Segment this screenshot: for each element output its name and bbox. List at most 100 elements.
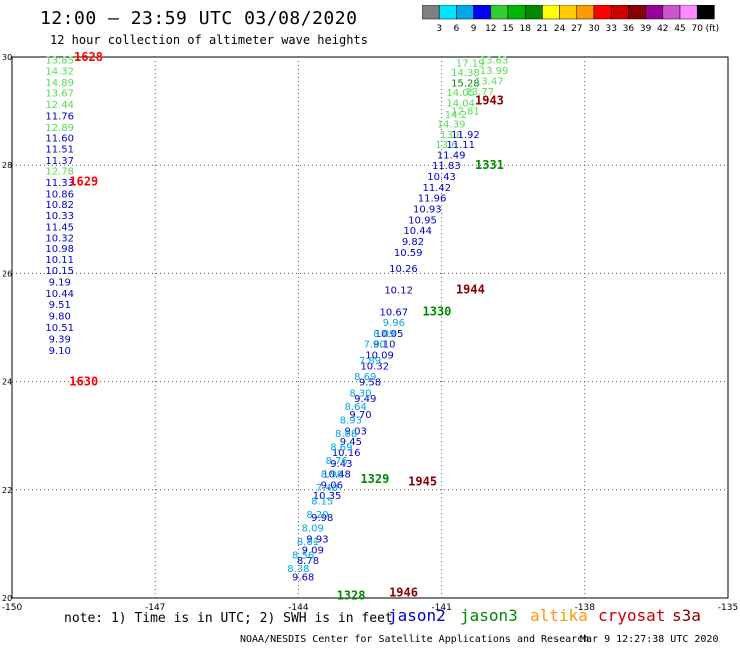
data-point-label: 10.11: [45, 255, 74, 266]
data-point-label: 8.69: [354, 372, 376, 383]
data-point-label: 14.32: [45, 67, 74, 78]
data-point-label: 9.10: [49, 346, 71, 357]
x-tick-label: -144: [288, 603, 309, 613]
legend-jason2: jason2: [388, 606, 446, 625]
pass-time-annotation: 1629: [69, 174, 98, 188]
data-point-label: 9.70: [349, 410, 371, 421]
colorbar-tick-label: 70: [691, 24, 703, 34]
data-point-label: 7.40: [316, 483, 338, 494]
colorbar-unit-label: (ft): [706, 24, 720, 34]
data-point-label: 9.39: [49, 334, 71, 345]
data-point-label: 9.03: [345, 426, 367, 437]
x-tick-label: -150: [2, 603, 23, 613]
data-point-label: 9.19: [49, 278, 71, 289]
data-point-label: 11.11: [446, 140, 475, 151]
colorbar-tick-label: 30: [588, 24, 600, 34]
data-point-label: 10.12: [384, 286, 413, 297]
data-point-label: 11.45: [45, 222, 74, 233]
data-point-label: 8.64: [345, 402, 367, 413]
data-point-label: 10.16: [332, 448, 361, 459]
colorbar-tick-label: 24: [554, 24, 566, 34]
x-tick-label: -135: [718, 603, 738, 613]
pass-time-annotation: 1628: [74, 50, 103, 64]
data-point-label: 14.05: [446, 88, 475, 99]
pass-time-annotation: 1331: [475, 158, 504, 172]
data-point-label: 10.48: [322, 470, 351, 481]
footer-organization: NOAA/NESDIS Center for Satellite Applica…: [240, 634, 590, 645]
data-point-label: 10.86: [45, 189, 74, 200]
y-tick-label: 26: [2, 269, 12, 278]
data-point-label: 10.05: [375, 329, 404, 340]
colorbar-tick-label: 36: [623, 24, 635, 34]
pass-time-annotation: 1944: [456, 283, 485, 297]
data-point-label: 8.76: [325, 456, 347, 467]
pass-time-annotation: 1946: [389, 586, 418, 600]
data-point-label: 8.81: [297, 537, 319, 548]
data-point-label: 11.83: [432, 161, 461, 172]
colorbar-tick-label: 33: [605, 24, 616, 34]
data-point-label: 10.35: [313, 491, 342, 502]
data-point-label: 13.63: [480, 56, 509, 67]
pass-time-annotation: 1943: [475, 93, 504, 107]
data-point-label: 9.09: [302, 545, 324, 556]
data-point-label: 8.56: [292, 551, 314, 562]
data-point-label: 13.99: [480, 66, 509, 77]
data-point-label: 9.51: [49, 300, 71, 311]
legend-altika: altika: [530, 606, 588, 625]
data-point-label: 12.81: [451, 107, 480, 118]
colorbar-tick-label: 6: [454, 24, 460, 34]
y-tick-label: 20: [2, 594, 12, 603]
data-point-label: 9.45: [340, 437, 362, 448]
data-point-label: 10.59: [394, 248, 423, 259]
data-point-label: 11.37: [45, 156, 74, 167]
colorbar-swatch: [696, 5, 715, 20]
data-point-label: 10.32: [45, 234, 74, 245]
pass-time-annotation: 1329: [360, 472, 389, 486]
data-point-label: 11.92: [451, 130, 480, 141]
data-point-label: 9.58: [359, 378, 381, 389]
data-point-label: 11.60: [45, 134, 74, 145]
data-point-label: 10.15: [45, 266, 74, 277]
data-point-label: 14.39: [437, 120, 466, 131]
y-tick-label: 28: [2, 161, 12, 170]
data-point-label: 9.98: [311, 513, 333, 524]
data-point-label: 10.93: [413, 204, 442, 215]
data-point-label: 9.49: [354, 394, 376, 405]
data-point-label: 11.42: [423, 183, 452, 194]
data-point-label: 14.04: [446, 98, 475, 109]
data-point-label: 10.95: [408, 215, 437, 226]
data-point-label: 11.96: [418, 194, 447, 205]
data-point-label: 8.15: [311, 497, 333, 508]
y-tick-label: 22: [2, 486, 12, 495]
data-point-label: 8.78: [297, 556, 319, 567]
data-point-label: 10.09: [365, 351, 394, 362]
data-point-label: 11.51: [45, 144, 74, 155]
data-point-label: 10.26: [389, 264, 418, 275]
data-point-label: 8.69: [330, 443, 352, 454]
data-point-label: 8.20: [306, 510, 328, 521]
data-point-label: 9.80: [49, 312, 71, 323]
plot-frame: [11, 56, 729, 599]
data-point-label: 11.76: [45, 111, 74, 122]
data-point-label: 9.43: [330, 459, 352, 470]
data-point-label: 14.38: [451, 68, 480, 79]
colorbar-tick-label: 15: [502, 24, 513, 34]
y-tick-label: 30: [2, 53, 12, 62]
colorbar-tick-label: 9: [471, 24, 477, 34]
legend-s3a: s3a: [672, 606, 701, 625]
colorbar-tick-label: 12: [485, 24, 496, 34]
data-point-label: 12.44: [45, 100, 74, 111]
data-point-label: 8.98: [321, 470, 343, 481]
legend-cryosat: cryosat: [598, 606, 666, 625]
colorbar-tick-label: 39: [640, 24, 652, 34]
data-point-label: 10.51: [45, 323, 74, 334]
data-point-label: 11.49: [437, 150, 466, 161]
chart-title: 12:00 – 23:59 UTC 03/08/2020: [40, 8, 358, 29]
data-point-label: 9.10: [373, 340, 395, 351]
data-point-label: 14.89: [45, 78, 74, 89]
colorbar-tick-label: 21: [537, 24, 548, 34]
footnote: note: 1) Time is in UTC; 2) SWH is in fe…: [64, 611, 393, 626]
chart-subtitle: 12 hour collection of altimeter wave hei…: [50, 33, 368, 47]
colorbar-tick-label: 18: [519, 24, 531, 34]
